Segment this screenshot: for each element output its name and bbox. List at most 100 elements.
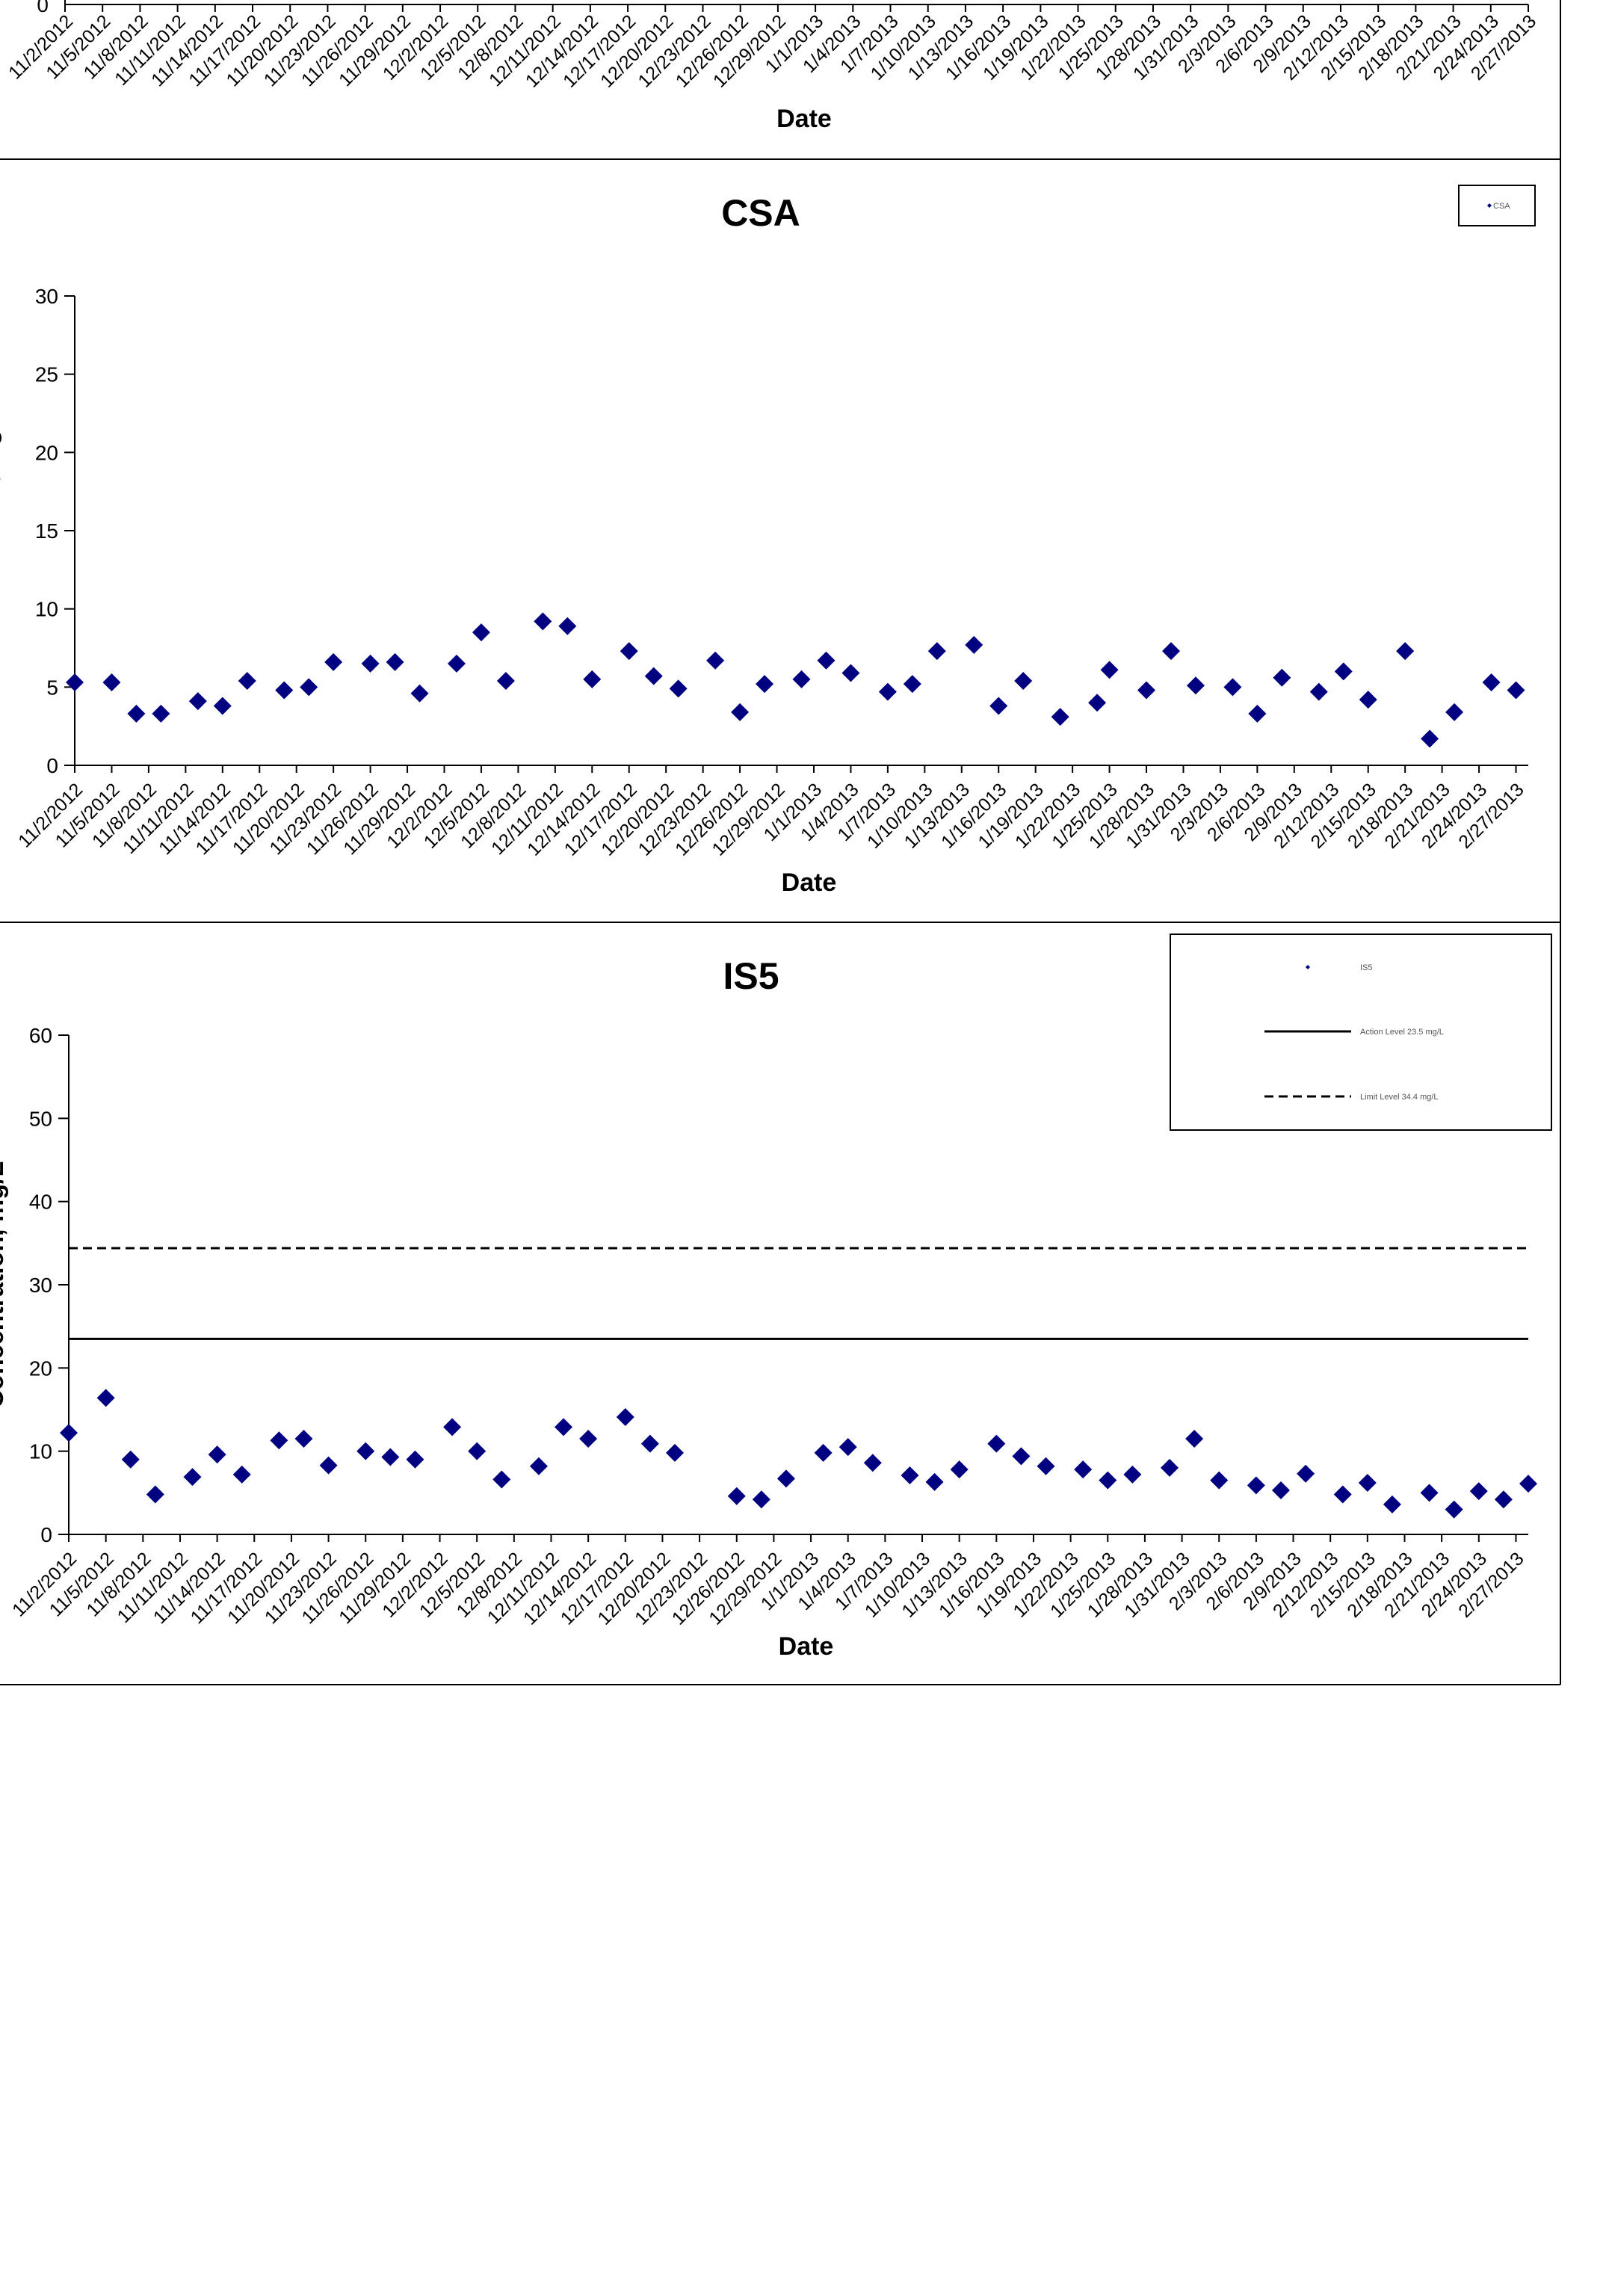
- csa-data-point: [361, 654, 380, 673]
- csa-data-point: [1088, 694, 1107, 712]
- is5-data-point: [406, 1450, 424, 1469]
- is5-title: IS5: [723, 955, 779, 997]
- csa-data-point: [903, 675, 921, 694]
- is5-y-axis-label: Concentration, mg/L: [0, 1161, 9, 1409]
- csa-data-point: [238, 671, 256, 690]
- is5-legend-marker-symbol: [1306, 965, 1310, 969]
- is5-y-tick-label: 50: [29, 1107, 52, 1130]
- csa-data-point: [1273, 668, 1291, 687]
- csa-data-point: [127, 704, 146, 723]
- is5-legend-label: Action Level 23.5 mg/L: [1360, 1028, 1444, 1037]
- is5-data-point: [208, 1445, 226, 1464]
- is5-y-tick-label: 60: [29, 1024, 52, 1047]
- is5-data-point: [1420, 1484, 1439, 1502]
- csa-data-point: [1482, 673, 1501, 692]
- csa-data-point: [965, 635, 983, 654]
- is5-data-point: [468, 1442, 487, 1460]
- is5-data-point: [529, 1457, 548, 1475]
- csa-data-point: [386, 652, 404, 671]
- fragment-y-tick-label: 0: [37, 0, 49, 16]
- csa-data-point: [1334, 662, 1353, 681]
- is5-data-point: [492, 1470, 511, 1489]
- is5-data-point: [987, 1434, 1006, 1453]
- is5-legend-box: [1170, 933, 1552, 1131]
- csa-data-point: [583, 670, 602, 688]
- is5-data-point: [232, 1465, 251, 1484]
- is5-data-point: [1161, 1458, 1179, 1477]
- csa-data-point: [1396, 642, 1415, 661]
- is5-data-point: [925, 1472, 944, 1491]
- is5-data-point: [901, 1466, 919, 1484]
- csa-data-point: [496, 671, 515, 690]
- is5-data-point: [1469, 1482, 1488, 1501]
- is5-data-point: [146, 1485, 164, 1504]
- is5-data-point: [270, 1431, 288, 1450]
- csa-data-point: [756, 675, 774, 694]
- is5-data-point: [579, 1429, 598, 1448]
- csa-data-point: [1051, 708, 1069, 726]
- csa-data-point: [1137, 681, 1156, 700]
- is5-data-point: [1494, 1490, 1513, 1509]
- csa-data-point: [1445, 703, 1464, 721]
- csa-data-point: [878, 682, 897, 701]
- is5-x-axis-label: Date: [779, 1632, 834, 1661]
- is5-data-point: [1247, 1476, 1265, 1495]
- is5-data-point: [381, 1448, 400, 1466]
- is5-data-point: [1333, 1485, 1352, 1504]
- csa-data-point: [731, 703, 750, 721]
- is5-data-point: [814, 1443, 833, 1462]
- is5-data-point: [1519, 1475, 1537, 1493]
- is5-data-point: [1358, 1473, 1377, 1492]
- csa-data-point: [558, 617, 577, 635]
- is5-data-point: [776, 1469, 795, 1488]
- is5-data-point: [1271, 1481, 1290, 1499]
- is5-data-point: [1123, 1465, 1142, 1484]
- csa-data-point: [1186, 676, 1205, 695]
- is5-data-point: [838, 1438, 857, 1457]
- csa-data-point: [102, 673, 121, 692]
- csa-data-point: [152, 704, 170, 723]
- csa-legend-marker-symbol: [1487, 203, 1492, 208]
- csa-data-point: [472, 623, 490, 642]
- csa-y-tick-label: 30: [35, 285, 58, 308]
- csa-data-point: [447, 654, 466, 673]
- is5-data-point: [727, 1487, 746, 1505]
- is5-y-tick-label: 10: [29, 1440, 52, 1463]
- csa-data-point: [841, 664, 860, 682]
- is5-data-point: [555, 1418, 573, 1436]
- csa-data-point: [66, 673, 84, 692]
- csa-data-point: [188, 692, 207, 711]
- is5-data-point: [950, 1460, 969, 1479]
- csa-data-point: [989, 697, 1008, 715]
- csa-y-axis-label: Concentration, mg/L: [0, 407, 2, 655]
- csa-data-point: [213, 697, 232, 715]
- is5-data-point: [1012, 1447, 1031, 1466]
- is5-y-tick-label: 0: [40, 1523, 52, 1546]
- csa-y-tick-label: 20: [35, 441, 58, 464]
- is5-data-point: [356, 1442, 375, 1460]
- csa-data-point: [792, 670, 811, 688]
- csa-data-point: [927, 642, 946, 661]
- is5-data-point: [1099, 1471, 1117, 1490]
- is5-y-tick-label: 30: [29, 1274, 52, 1297]
- csa-data-point: [817, 651, 836, 670]
- csa-y-tick-label: 10: [35, 598, 58, 621]
- is5-data-point: [1185, 1429, 1204, 1448]
- is5-data-point: [1074, 1460, 1093, 1479]
- csa-data-point: [1223, 678, 1242, 697]
- chart-frames: [0, 0, 1561, 1685]
- is5-data-point: [96, 1389, 115, 1407]
- is5-data-point: [752, 1490, 770, 1509]
- csa-data-point: [1014, 671, 1033, 690]
- csa-data-point: [1359, 691, 1377, 709]
- csa-title: CSA: [721, 192, 800, 234]
- csa-data-point: [669, 679, 688, 698]
- is5-data-point: [121, 1450, 140, 1469]
- is5-data-point: [60, 1424, 78, 1442]
- is5-data-point: [616, 1408, 634, 1427]
- csa-data-point: [1100, 661, 1119, 679]
- is5-data-point: [665, 1443, 684, 1462]
- csa-data-point: [644, 667, 663, 685]
